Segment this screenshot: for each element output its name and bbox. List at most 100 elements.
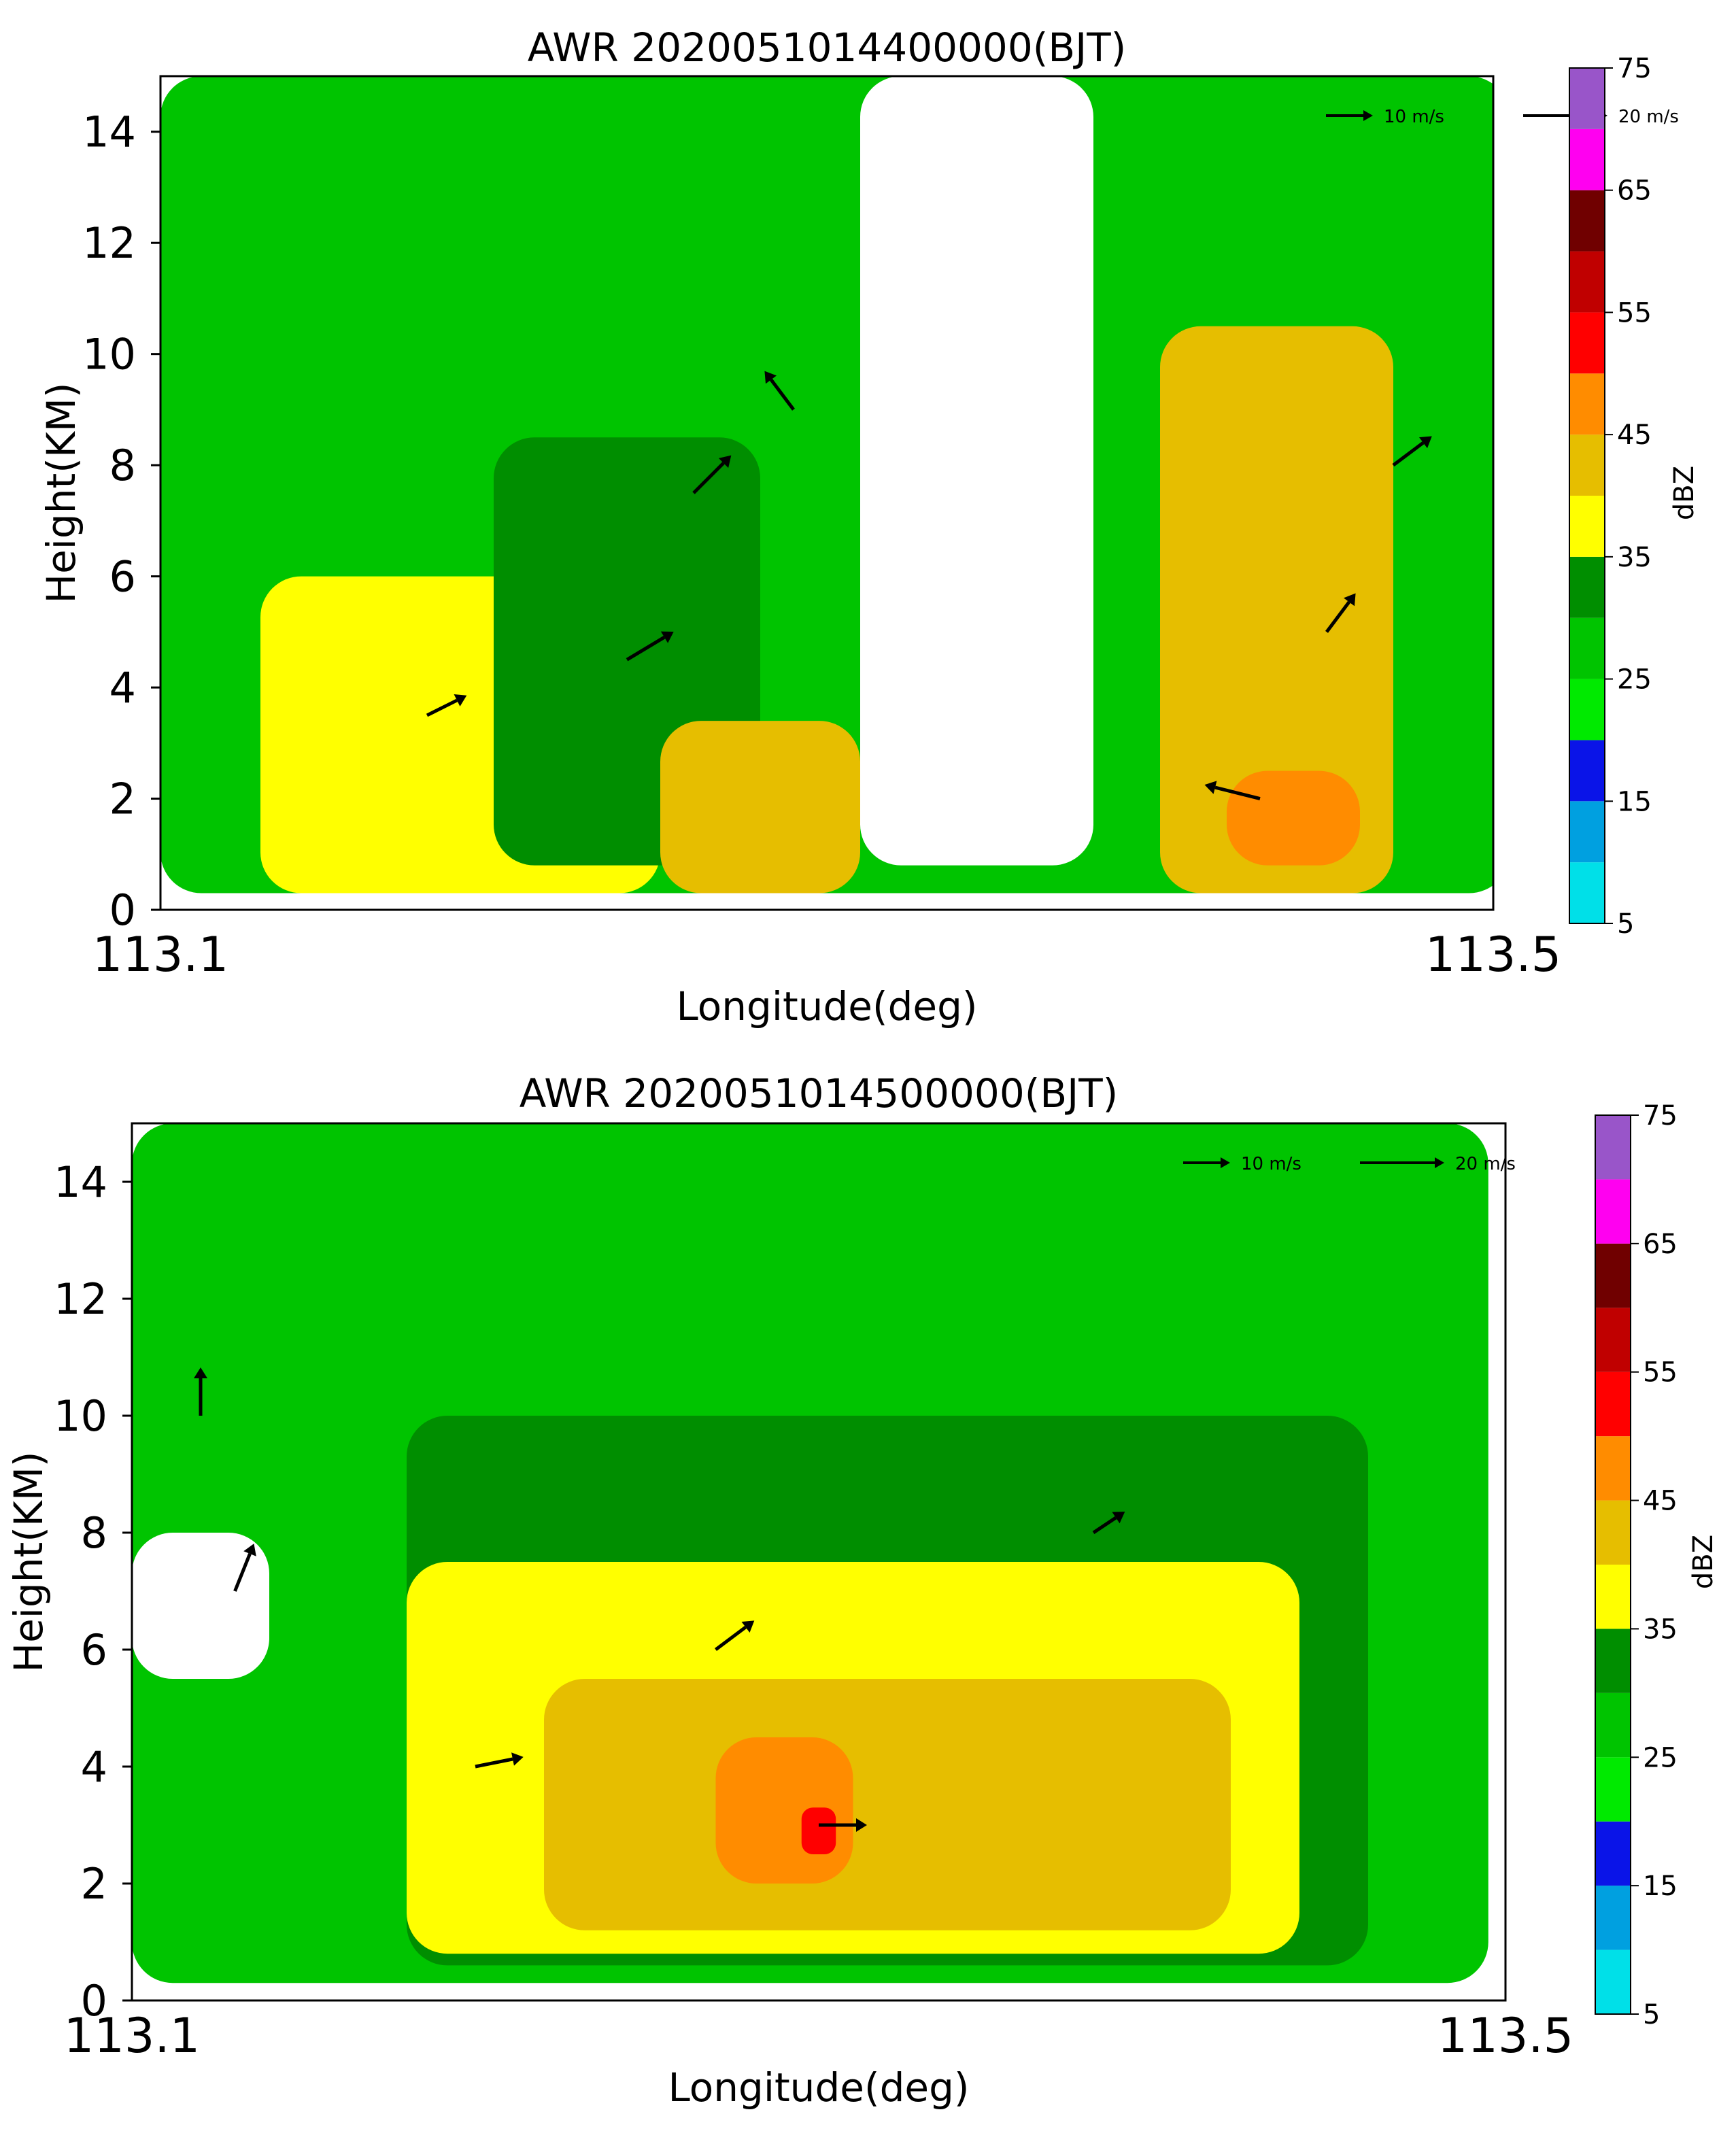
wind-reference-10: 10 m/s	[1326, 107, 1444, 127]
y-axis-ticks: 0 2 4 6 8 10 12 14	[82, 107, 160, 935]
chart-title: AWR 2020051014400000(BJT)	[528, 24, 1127, 71]
y-tick-label-3: 6	[109, 552, 136, 602]
colorbar-tick-label-5: 55	[1617, 297, 1652, 328]
colorbar-tick-label-0: 5	[1643, 1999, 1660, 2030]
colorbar-swatch-7	[1595, 1500, 1631, 1565]
wind-vector-4	[1204, 781, 1261, 800]
reflectivity-cell-5	[801, 1807, 836, 1854]
wind-vector-1	[626, 631, 674, 662]
reflectivity-cell-6	[132, 1533, 269, 1679]
colorbar-tick-label-6: 65	[1643, 1229, 1678, 1260]
colorbar-swatch-3	[1569, 679, 1605, 740]
wind-reference-10: 10 m/s	[1183, 1154, 1301, 1174]
top-panel: AWR 2020051014400000(BJT) 0 2 4 6 8 10 12 14 11…	[0, 0, 1736, 1061]
colorbar-swatch-4	[1595, 1692, 1631, 1758]
colorbar-tick-label-1: 15	[1617, 786, 1652, 817]
colorbar: 5 15 25 35 45 55 65 75	[1569, 53, 1652, 940]
wind-vector-5	[1325, 593, 1356, 633]
wind-reference-20: 20 m/s	[1360, 1154, 1516, 1174]
wind-vector-5	[1092, 1512, 1125, 1535]
plot-area	[160, 76, 1493, 910]
chart-title: AWR 2020051014500000(BJT)	[520, 1070, 1119, 1117]
reflectivity-cell-6	[860, 76, 1093, 866]
y-tick-label-7: 14	[54, 1157, 107, 1207]
colorbar-swatch-6	[1595, 1565, 1631, 1629]
reflectivity-cell-3	[660, 721, 860, 893]
wind-vector-0	[194, 1367, 207, 1416]
radar-cross-section-chart-1: AWR 2020051014400000(BJT) 0 2 4 6 8 10 12 14 11…	[38, 24, 1700, 1029]
wind-vector-2	[475, 1752, 524, 1769]
x-axis-label: Longitude(deg)	[676, 983, 977, 1029]
y-tick-label-1: 2	[109, 774, 136, 824]
wind-vector-0	[426, 694, 467, 717]
colorbar-swatch-2	[1569, 740, 1605, 802]
colorbar-swatch-9	[1595, 1372, 1631, 1437]
colorbar-swatch-9	[1569, 312, 1605, 374]
x-tick-label-end: 113.5	[1437, 2008, 1573, 2064]
wind-reference-20: 20 m/s	[1523, 107, 1679, 127]
colorbar-swatch-1	[1569, 801, 1605, 863]
x-tick-label-end: 113.5	[1425, 927, 1561, 983]
reflectivity-cell-5	[1227, 770, 1360, 866]
radar-cross-section-chart-2: AWR 2020051014500000(BJT) 0 2 4 6 8 10 12 14 11…	[5, 1070, 1719, 2111]
colorbar-tick-label-4: 45	[1643, 1486, 1678, 1517]
wind-vector-6	[1392, 436, 1432, 467]
colorbar-swatch-10	[1595, 1308, 1631, 1372]
reflectivity-cell-3	[544, 1679, 1231, 1930]
reflectivity-cell-4	[1160, 326, 1393, 893]
svg-text:10 m/s: 10 m/s	[1241, 1154, 1301, 1174]
y-tick-label-6: 12	[54, 1274, 107, 1324]
colorbar-frame	[1569, 67, 1605, 924]
colorbar-tick-label-0: 5	[1617, 908, 1634, 940]
colorbar-swatch-12	[1569, 129, 1605, 190]
y-tick-label-4: 8	[81, 1508, 107, 1558]
svg-text:10 m/s: 10 m/s	[1384, 107, 1444, 127]
colorbar-swatch-5	[1569, 556, 1605, 618]
colorbar-swatch-1	[1595, 1886, 1631, 1950]
colorbar-tick-label-3: 35	[1643, 1614, 1678, 1645]
colorbar-swatch-2	[1595, 1821, 1631, 1886]
colorbar-tick-label-2: 25	[1617, 664, 1652, 696]
x-tick-label-start: 113.1	[92, 927, 228, 983]
y-tick-label-4: 8	[109, 441, 136, 490]
plot-area	[132, 1123, 1505, 2000]
svg-text:20 m/s: 20 m/s	[1455, 1154, 1516, 1174]
colorbar-tick-label-7: 75	[1617, 53, 1652, 84]
colorbar-tick-label-2: 25	[1643, 1742, 1678, 1773]
colorbar-swatch-13	[1569, 68, 1605, 129]
y-tick-label-5: 10	[82, 330, 136, 379]
colorbar-tick-label-1: 15	[1643, 1871, 1678, 1902]
colorbar-swatch-0	[1569, 862, 1605, 923]
colorbar: 5 15 25 35 45 55 65 75	[1595, 1100, 1678, 2030]
colorbar-swatch-13	[1595, 1115, 1631, 1180]
colorbar-swatch-8	[1569, 373, 1605, 435]
colorbar-swatch-12	[1595, 1179, 1631, 1244]
wind-vector-2	[692, 455, 732, 494]
y-tick-label-1: 2	[81, 1859, 107, 1909]
y-axis-label: Height(KM)	[38, 382, 84, 603]
colorbar-tick-label-3: 35	[1617, 542, 1652, 573]
colorbar-swatch-3	[1595, 1757, 1631, 1822]
y-axis-ticks: 0 2 4 6 8 10 12 14	[54, 1157, 132, 2026]
reflectivity-cell-4	[715, 1737, 853, 1884]
y-tick-label-5: 10	[54, 1391, 107, 1441]
colorbar-swatch-0	[1595, 1949, 1631, 2014]
colorbar-swatch-5	[1595, 1629, 1631, 1693]
colorbar-tick-label-7: 75	[1643, 1100, 1678, 1131]
x-tick-label-start: 113.1	[64, 2008, 200, 2064]
y-tick-label-2: 4	[109, 663, 136, 713]
colorbar-label: dBZ	[1688, 1535, 1719, 1589]
y-tick-label-2: 4	[81, 1742, 107, 1792]
colorbar-frame	[1595, 1114, 1631, 2015]
y-axis-label: Height(KM)	[5, 1451, 52, 1672]
y-tick-label-3: 6	[81, 1625, 107, 1675]
colorbar-tick-label-5: 55	[1643, 1357, 1678, 1389]
svg-text:20 m/s: 20 m/s	[1618, 107, 1679, 127]
plot-frame	[131, 1122, 1507, 2002]
y-tick-label-0: 0	[109, 885, 136, 935]
y-tick-label-7: 14	[82, 107, 136, 157]
colorbar-swatch-4	[1569, 617, 1605, 679]
bottom-panel: AWR 2020051014500000(BJT) 0 2 4 6 8 10 12 14 11…	[0, 1061, 1736, 2126]
y-tick-label-6: 12	[82, 218, 136, 268]
wind-vector-4	[819, 1818, 867, 1832]
